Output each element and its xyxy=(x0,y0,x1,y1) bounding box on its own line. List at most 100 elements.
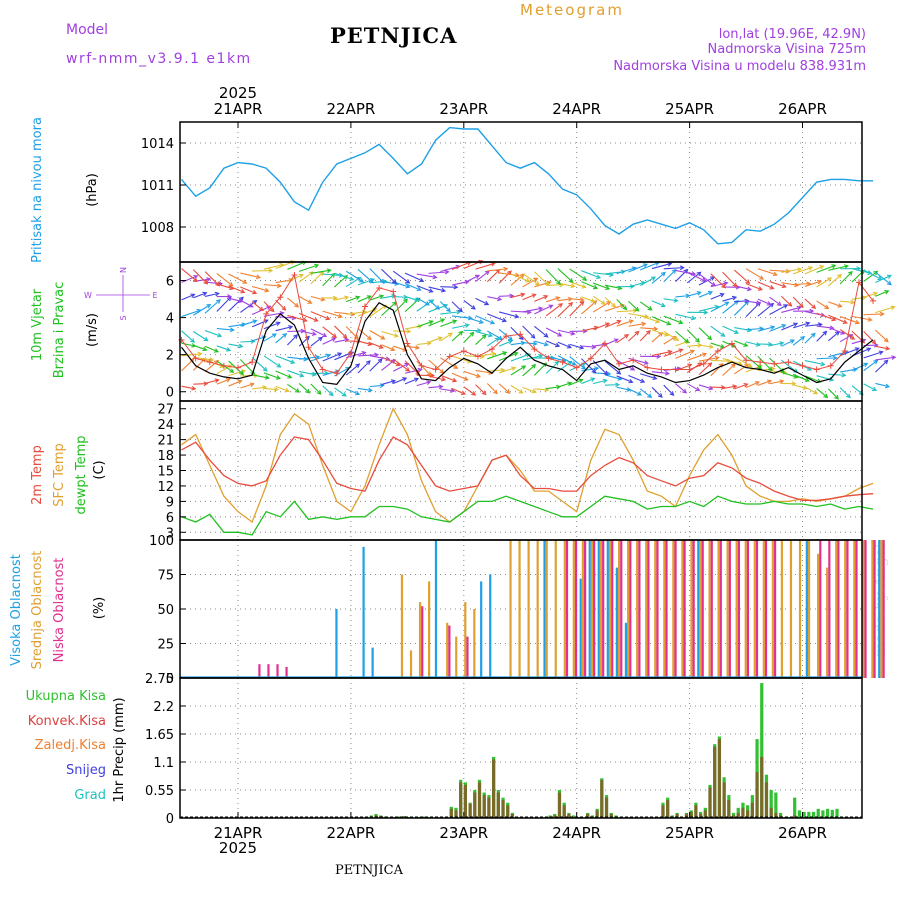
wind-arrow xyxy=(675,313,696,320)
wind-arrow-head xyxy=(720,385,726,390)
wind-arrow-head xyxy=(579,297,585,303)
conv-precip-bar xyxy=(708,787,712,818)
wind-arrow-head xyxy=(890,305,896,311)
y-tick-label: 50 xyxy=(157,603,174,618)
low-cloud-bar xyxy=(565,540,569,678)
wind-arrow-head xyxy=(229,327,235,333)
wind-arrow xyxy=(839,271,853,285)
svg-text:(C): (C) xyxy=(92,460,107,479)
wind-arrow-head xyxy=(872,291,879,297)
wind-arrow xyxy=(639,330,651,342)
wind-gust-marker xyxy=(587,355,594,362)
mid-cloud-bar xyxy=(627,540,630,678)
wind-arrow-head xyxy=(248,303,254,308)
wind-arrow xyxy=(733,300,749,316)
conv-precip-bar xyxy=(586,813,590,818)
wind-arrow xyxy=(393,296,408,298)
wind-arrow xyxy=(698,362,712,376)
wind-arrow-head xyxy=(724,301,730,306)
wind-arrow xyxy=(240,300,257,313)
wind-arrow xyxy=(722,300,739,314)
wind-arrow xyxy=(616,375,633,383)
wind-arrow-head xyxy=(344,337,350,343)
wind-arrow-head xyxy=(426,380,432,385)
wind-arrow xyxy=(687,353,707,361)
mid-cloud-bar xyxy=(428,581,431,678)
wind-arrow-head xyxy=(660,302,666,308)
wind-arrow xyxy=(440,320,457,327)
conv-precip-bar xyxy=(487,797,491,818)
wind-arrow-head xyxy=(268,268,274,274)
wind-arrow-head xyxy=(817,322,823,328)
conv-precip-bar xyxy=(604,797,609,818)
wind-arrow xyxy=(792,296,804,308)
wind-arrow-head xyxy=(793,322,799,327)
wind-arrow xyxy=(604,384,619,386)
wind-arrow xyxy=(193,383,208,385)
wind-gust-marker xyxy=(616,360,623,367)
wind-arrow xyxy=(181,293,195,301)
wind-arrow xyxy=(475,384,487,395)
high-cloud-bar xyxy=(624,622,628,678)
wind-arrow xyxy=(839,329,855,340)
wind-arrow-head xyxy=(554,360,560,366)
wind-arrow xyxy=(839,387,851,398)
precip-legend: Ukupna Kisa Konvek.Kisa Zaledj.Kisa Snij… xyxy=(26,689,127,803)
wind-gust-marker xyxy=(799,362,806,369)
wind-arrow xyxy=(275,355,295,364)
conv-precip-bar xyxy=(689,811,693,818)
x-tick-label-bottom: 25APR xyxy=(665,824,714,842)
conv-precip-bar xyxy=(482,795,486,818)
wind-arrow xyxy=(616,320,633,327)
low-cloud-bar xyxy=(755,540,759,678)
wind-arrow xyxy=(663,315,683,324)
wind-arrow xyxy=(698,273,716,287)
wind-arrow xyxy=(875,356,896,361)
wind-arrow xyxy=(369,342,383,349)
wind-arrow-head xyxy=(295,388,301,393)
wind-arrow xyxy=(240,286,257,294)
wind-arrow-head xyxy=(484,300,490,306)
mid-cloud-bar xyxy=(645,540,648,678)
mid-cloud-bar xyxy=(672,540,675,678)
wind-arrow-head xyxy=(441,287,447,293)
wind-arrow-head xyxy=(237,379,243,385)
low-cloud-bar xyxy=(828,540,831,678)
wind-arrow xyxy=(451,372,468,381)
wind-arrow xyxy=(357,328,372,340)
wind-arrow-head xyxy=(503,266,509,272)
wind-gust-marker xyxy=(206,359,213,366)
wind-arrow xyxy=(534,325,549,338)
wind-arrow-head xyxy=(791,381,797,387)
wind-arrow-head xyxy=(832,355,838,361)
conv-precip-bar xyxy=(736,812,740,818)
wind-arrow xyxy=(463,370,481,378)
wind-arrow xyxy=(569,268,587,281)
wind-arrow-head xyxy=(678,348,684,353)
wind-arrow-head xyxy=(475,373,481,378)
wind-compass: N E S W xyxy=(84,267,157,321)
wind-arrow-head xyxy=(453,364,459,369)
wind-arrow xyxy=(675,269,696,275)
wind-arrow xyxy=(369,384,384,388)
wind-arrow-head xyxy=(202,346,208,352)
wind-arrow xyxy=(416,297,430,306)
svg-text:Snijeg: Snijeg xyxy=(66,763,106,778)
wind-arrow xyxy=(545,327,562,337)
wind-arrow xyxy=(628,331,639,342)
wind-arrow-head xyxy=(770,325,776,330)
mid-cloud-bar xyxy=(400,574,404,678)
wind-arrow-head xyxy=(511,366,517,371)
wind-arrow xyxy=(757,380,772,386)
mid-cloud-bar xyxy=(771,540,774,678)
wind-arrow-head xyxy=(471,391,477,396)
wind-gust-marker xyxy=(785,359,792,366)
wind-arrow xyxy=(757,281,774,290)
low-cloud-bar xyxy=(611,540,614,678)
wind-arrow-head xyxy=(590,298,596,303)
wind-arrow xyxy=(828,326,845,335)
y-tick-label: 27 xyxy=(157,403,174,418)
wind-arrow xyxy=(686,271,701,284)
wind-arrow-head xyxy=(365,360,371,365)
wind-arrow xyxy=(616,334,629,344)
